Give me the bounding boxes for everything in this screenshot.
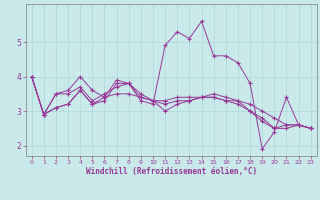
X-axis label: Windchill (Refroidissement éolien,°C): Windchill (Refroidissement éolien,°C): [86, 167, 257, 176]
